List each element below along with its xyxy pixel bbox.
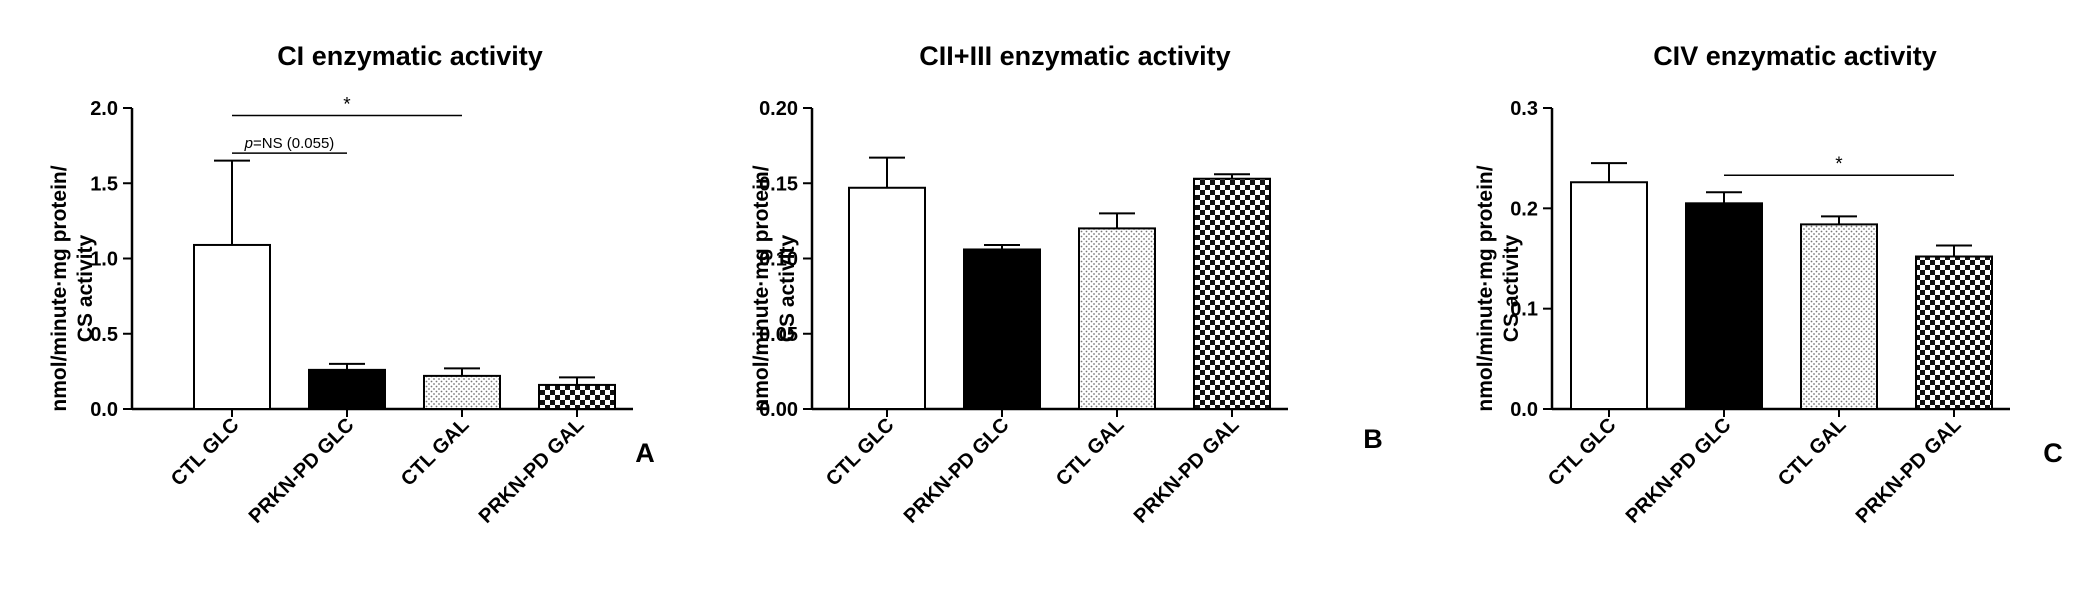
bar-ctl-gal (423, 374, 501, 411)
chart-panel-3: CIV enzymatic activity nmol/minute·mg pro… (1474, 41, 2063, 528)
category-label: PRKN-PD GAL (475, 414, 589, 528)
y-axis-label: nmol/minute·mg protein/CS activity (1474, 165, 1523, 411)
bar-prkn-pd-gal (1193, 177, 1271, 410)
chart-panel-1: CI enzymatic activity nmol/minute·mg prot… (48, 41, 655, 528)
y-axis-label-line: CS activity (74, 234, 97, 342)
y-tick-label: 1.5 (90, 173, 118, 195)
y-axis-label-line: CS activity (776, 234, 799, 342)
category-label: PRKN-PD GLC (900, 414, 1014, 528)
y-tick-label: 1.0 (90, 249, 118, 271)
category-label: CTL GLC (167, 414, 244, 491)
bar-prkn-pd-gal (1915, 255, 1993, 411)
y-axis-label-line: nmol/minute·mg protein/ (48, 165, 71, 411)
significance-p: p (244, 135, 253, 152)
panel-label: B (1363, 424, 1383, 454)
category-label: PRKN-PD GLC (1622, 414, 1736, 528)
y-tick-label: 0.2 (1510, 198, 1538, 220)
chart-title: CI enzymatic activity (277, 41, 543, 71)
y-axis-label-line: CS activity (1500, 234, 1523, 342)
category-label: CTL GLC (1544, 414, 1621, 491)
bar-ctl-glc (848, 186, 926, 410)
bar-prkn-pd-gal (538, 383, 616, 411)
y-tick-label: 0.0 (90, 399, 118, 421)
category-label: CTL GLC (822, 414, 899, 491)
y-tick-label: 2.0 (90, 98, 118, 120)
y-tick-label: 0.1 (1510, 299, 1538, 321)
y-axis-label-line: nmol/minute·mg protein/ (750, 165, 773, 411)
category-label: PRKN-PD GLC (245, 414, 359, 528)
bar-ctl-glc (1570, 181, 1648, 410)
chart-title: CIV enzymatic activity (1653, 41, 1937, 71)
bar-ctl-glc (193, 243, 271, 410)
category-label: CTL GAL (1774, 414, 1851, 491)
bar-prkn-pd-glc (1685, 202, 1763, 410)
panel-label: C (2043, 438, 2063, 468)
y-tick-label: 0.05 (759, 324, 798, 346)
y-tick-label: 0.15 (759, 173, 798, 195)
y-axis-label: nmol/minute·mg protein/CS activity (750, 165, 799, 411)
category-label: PRKN-PD GAL (1130, 414, 1244, 528)
y-tick-label: 0.10 (759, 249, 798, 271)
category-label: CTL GAL (1052, 414, 1129, 491)
significance-text: =NS (0.055) (253, 135, 334, 152)
category-label: PRKN-PD GAL (1852, 414, 1966, 528)
y-axis-label-line: nmol/minute·mg protein/ (1474, 165, 1497, 411)
chart-panel-2: CII+III enzymatic activity nmol/minute·mg… (750, 41, 1383, 528)
bar-prkn-pd-glc (963, 248, 1041, 410)
bar-ctl-gal (1800, 223, 1878, 410)
bar-ctl-gal (1078, 227, 1156, 410)
significance-label: * (1835, 154, 1843, 175)
y-tick-label: 0.20 (759, 98, 798, 120)
significance-label: p=NS (0.055) (244, 135, 335, 152)
y-tick-label: 0.0 (1510, 399, 1538, 421)
bar-prkn-pd-glc (308, 368, 386, 410)
category-label: CTL GAL (397, 414, 474, 491)
y-tick-label: 0.3 (1510, 98, 1538, 120)
chart-title: CII+III enzymatic activity (919, 41, 1230, 71)
y-axis-label: nmol/minute·mg protein/CS activity (48, 165, 97, 411)
y-tick-label: 0.00 (759, 399, 798, 421)
panel-label: A (635, 438, 655, 468)
significance-label: * (343, 95, 351, 116)
y-tick-label: 0.5 (90, 324, 118, 346)
